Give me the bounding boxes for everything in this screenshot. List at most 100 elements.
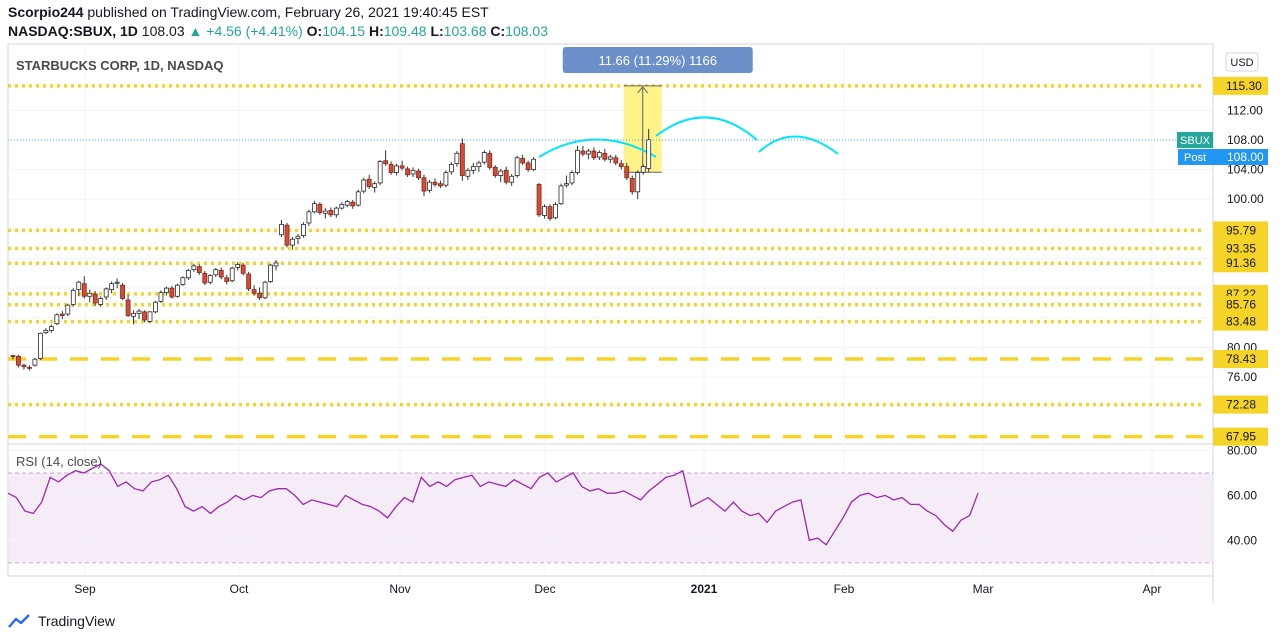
rsi-tick-label: 80.00: [1227, 443, 1257, 457]
price-tick-label: 112.00: [1227, 103, 1263, 117]
candle-body: [421, 177, 427, 192]
publish-info: published on TradingView.com, February 2…: [87, 4, 489, 20]
candle-body: [70, 289, 76, 305]
candle-body: [492, 166, 498, 176]
candle-body: [372, 183, 378, 188]
post-tag-label: Post: [1184, 152, 1206, 164]
candle-body: [525, 162, 531, 171]
candle-body: [476, 162, 482, 168]
candle-body: [114, 281, 120, 284]
candle-body: [16, 355, 21, 366]
candle-body: [646, 139, 652, 169]
candle-body: [383, 160, 389, 165]
pattern-arc: [538, 138, 657, 158]
candle-body: [361, 179, 367, 192]
candle-body: [416, 170, 421, 179]
measure-label-box[interactable]: [562, 47, 753, 73]
candle-body: [366, 178, 372, 188]
candle-body: [531, 158, 536, 171]
candle-body: [224, 277, 230, 282]
candle-body: [295, 235, 301, 239]
close-label: C:: [490, 23, 506, 39]
candle-body: [125, 299, 131, 316]
candle-body: [459, 143, 465, 176]
candle-body: [257, 292, 263, 299]
level-price-label: 85.76: [1226, 298, 1256, 312]
level-price-tag: [1213, 295, 1268, 314]
candle-body: [591, 150, 597, 159]
level-price-label: 93.35: [1226, 241, 1256, 255]
candle-body: [98, 298, 104, 305]
candle-body: [350, 201, 356, 207]
measure-tool[interactable]: 11.66 (11.29%) 1166: [562, 47, 753, 173]
candle-body: [131, 312, 136, 317]
candle-body: [542, 206, 547, 216]
tradingview-logo[interactable]: TradingView: [8, 613, 115, 629]
candle-body: [613, 157, 619, 164]
candle-body: [322, 210, 328, 214]
candle-body: [454, 152, 460, 165]
candle-body: [268, 264, 273, 282]
candle-body: [602, 152, 608, 160]
symbol-tag: [1177, 131, 1213, 148]
price-tick-label: 100.00: [1227, 192, 1264, 206]
last-price: 108.03: [141, 23, 185, 39]
candle-body: [169, 287, 175, 298]
low-value: 103.68: [443, 23, 487, 39]
candle-body: [290, 238, 295, 246]
price-axis[interactable]: 76.0080.0092.0096.00100.00104.00108.0011…: [1177, 76, 1268, 547]
candle-body: [180, 277, 186, 285]
candle-body: [164, 287, 169, 293]
rsi-band-fill: [8, 473, 1213, 562]
price-change: +4.56 (+4.41%): [206, 23, 303, 39]
time-tick-label: Sep: [74, 582, 96, 596]
candle-body: [43, 329, 49, 333]
time-tick-label: Oct: [230, 582, 249, 596]
candle-body: [202, 272, 208, 284]
currency-button[interactable]: [1225, 52, 1259, 72]
candle-body: [301, 224, 306, 236]
candle-body: [213, 269, 219, 276]
candle-body: [136, 310, 142, 314]
candle-body: [629, 178, 635, 193]
measure-arrow-icon: [637, 86, 649, 94]
publisher-name[interactable]: Scorpio244: [8, 4, 84, 20]
level-price-label: 72.28: [1226, 398, 1256, 412]
candle-body: [54, 314, 60, 325]
candle-body: [246, 273, 252, 290]
rsi-tick-label: 60.00: [1227, 488, 1257, 502]
rsi-pane: RSI (14, close): [7, 454, 1213, 564]
price-tick-label: 76.00: [1227, 370, 1257, 384]
time-tick-label: Feb: [834, 582, 855, 596]
candle-body: [21, 364, 27, 368]
time-tick-label: 2021: [691, 582, 718, 596]
candle-body: [207, 275, 213, 283]
candle-body: [427, 181, 432, 191]
level-price-tag: [1213, 350, 1268, 369]
candle-body: [92, 293, 98, 304]
candle-body: [443, 172, 449, 186]
candle-body: [399, 165, 405, 169]
candle-body: [470, 166, 476, 171]
level-price-label: 83.48: [1226, 315, 1256, 329]
candle-body: [547, 206, 553, 219]
candle-body: [311, 203, 317, 213]
level-price-tag: [1213, 221, 1268, 240]
candle-body: [536, 184, 542, 216]
low-label: L:: [430, 23, 444, 39]
candle-body: [498, 170, 504, 176]
level-price-tag: [1213, 76, 1268, 95]
candle-body: [191, 265, 197, 271]
tradingview-brand: TradingView: [38, 613, 116, 629]
post-price-label: 108.00: [1227, 150, 1264, 164]
candle-body: [624, 166, 630, 179]
candle-body: [81, 283, 87, 297]
time-axis[interactable]: Sep Oct Nov Dec 2021 Feb Mar Apr: [74, 582, 1161, 596]
candle-body: [564, 183, 569, 186]
candle-body: [465, 169, 471, 177]
currency-label: USD: [1230, 57, 1253, 69]
candle-body: [553, 204, 558, 219]
symbol-label[interactable]: NASDAQ:SBUX, 1D: [8, 23, 138, 39]
level-price-label: 115.30: [1226, 79, 1262, 93]
